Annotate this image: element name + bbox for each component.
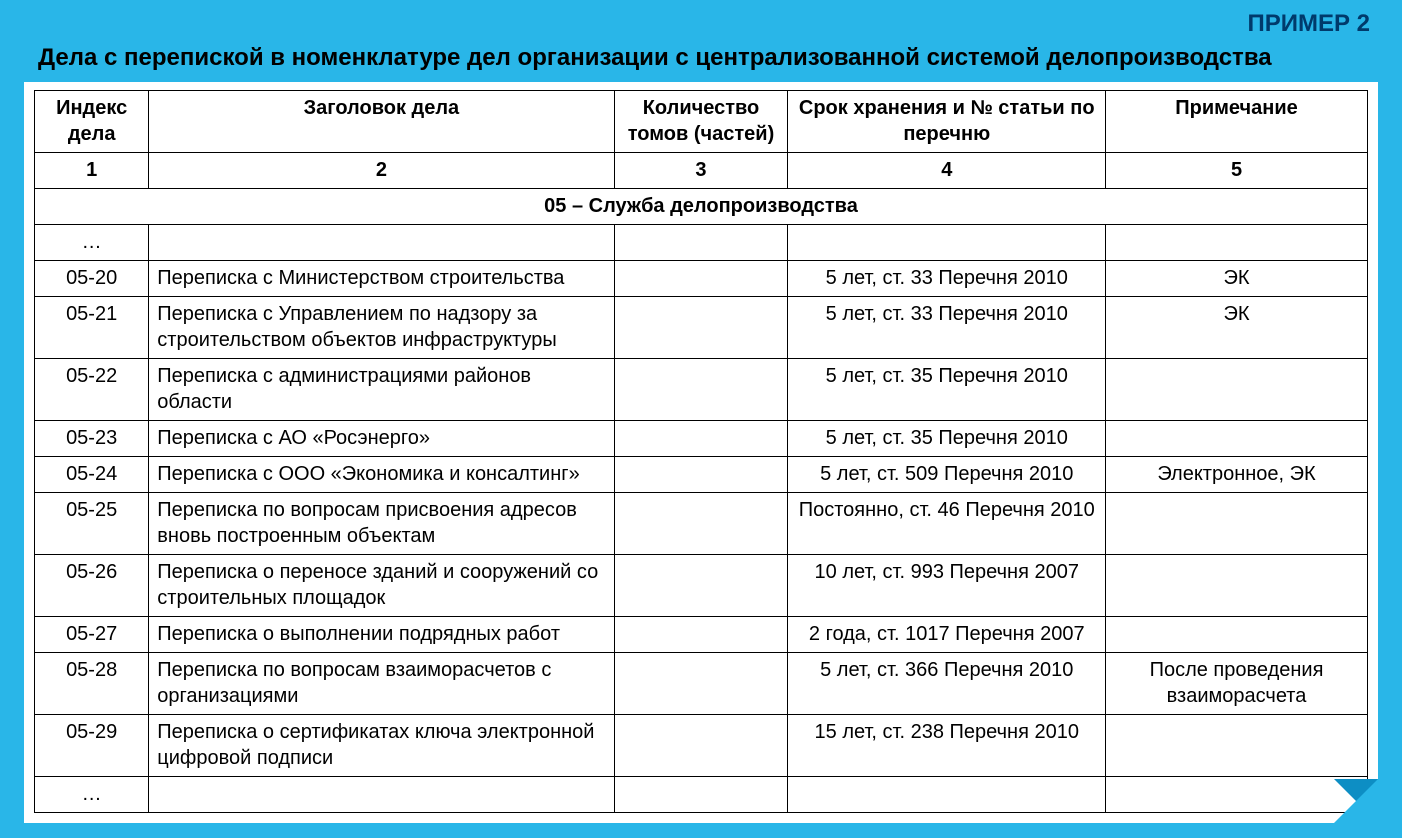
table-number-row: 1 2 3 4 5 [35,153,1368,189]
table-row: 05-28Переписка по вопросам взаиморасчето… [35,653,1368,715]
cell-term: 15 лет, ст. 238 Перечня 2010 [788,715,1106,777]
table-row: 05-27Переписка о выполнении подрядных ра… [35,617,1368,653]
page-corner-cut [1334,779,1378,823]
cell-note [1106,421,1368,457]
colnum-1: 1 [35,153,149,189]
colnum-4: 4 [788,153,1106,189]
cell-volumes [614,457,788,493]
cell-title: Переписка по вопросам присвоения адресов… [149,493,614,555]
cell-volumes [614,297,788,359]
section-title: 05 – Служба делопроизводства [35,189,1368,225]
cell-volumes [614,493,788,555]
cell-note: Электронное, ЭК [1106,457,1368,493]
cell-title: Переписка по вопросам взаиморасчетов с о… [149,653,614,715]
cell-index: 05-23 [35,421,149,457]
cell-note: После проведения взаиморасчета [1106,653,1368,715]
cell-title: Переписка о сертификатах ключа электронн… [149,715,614,777]
table-body: 05 – Служба делопроизводства … 05-20Пере… [35,189,1368,813]
cell-volumes [614,261,788,297]
table-row: 05-21Переписка с Управлением по надзору … [35,297,1368,359]
cell-index: 05-24 [35,457,149,493]
cell-term: Постоянно, ст. 46 Перечня 2010 [788,493,1106,555]
cell-volumes [614,555,788,617]
cell-volumes [614,359,788,421]
ellipsis-row: … [35,225,1368,261]
cell-title: Переписка о переносе зданий и сооружений… [149,555,614,617]
cell-term: 5 лет, ст. 509 Перечня 2010 [788,457,1106,493]
cell-title: Переписка с АО «Росэнерго» [149,421,614,457]
cell-title: Переписка с ООО «Экономика и консалтинг» [149,457,614,493]
nomenclature-table: Индекс дела Заголовок дела Количество то… [34,90,1368,813]
col-note: Примечание [1106,91,1368,153]
col-index: Индекс дела [35,91,149,153]
table-row: 05-26Переписка о переносе зданий и соору… [35,555,1368,617]
cell-note [1106,715,1368,777]
colnum-5: 5 [1106,153,1368,189]
colnum-3: 3 [614,153,788,189]
cell-note: ЭК [1106,297,1368,359]
cell-title: Переписка с администрациями районов обла… [149,359,614,421]
example-tag: ПРИМЕР 2 [24,10,1378,38]
cell-title: Переписка о выполнении подрядных работ [149,617,614,653]
cell-index: 05-28 [35,653,149,715]
page-container: ПРИМЕР 2 Дела с перепиской в номенклатур… [0,0,1402,838]
cell-title: Переписка с Министерством строительства [149,261,614,297]
table-row: 05-24Переписка с ООО «Экономика и консал… [35,457,1368,493]
section-row: 05 – Служба делопроизводства [35,189,1368,225]
colnum-2: 2 [149,153,614,189]
cell-term: 5 лет, ст. 35 Перечня 2010 [788,359,1106,421]
page-corner [1334,779,1378,823]
cell-note: ЭК [1106,261,1368,297]
cell-volumes [614,715,788,777]
cell-note [1106,359,1368,421]
cell-index: 05-29 [35,715,149,777]
col-term: Срок хранения и № статьи по перечню [788,91,1106,153]
table-row: 05-29Переписка о сертификатах ключа элек… [35,715,1368,777]
cell-index: 05-27 [35,617,149,653]
table-panel: Индекс дела Заголовок дела Количество то… [24,82,1378,823]
ellipsis-cell: … [35,777,149,813]
col-volumes: Количество томов (частей) [614,91,788,153]
cell-term: 5 лет, ст. 366 Перечня 2010 [788,653,1106,715]
ellipsis-row: … [35,777,1368,813]
table-row: 05-22Переписка с администрациями районов… [35,359,1368,421]
cell-volumes [614,421,788,457]
cell-term: 5 лет, ст. 33 Перечня 2010 [788,297,1106,359]
cell-term: 2 года, ст. 1017 Перечня 2007 [788,617,1106,653]
cell-note [1106,617,1368,653]
cell-index: 05-26 [35,555,149,617]
cell-title: Переписка с Управлением по надзору за ст… [149,297,614,359]
ellipsis-cell: … [35,225,149,261]
table-row: 05-25Переписка по вопросам присвоения ад… [35,493,1368,555]
cell-note [1106,493,1368,555]
cell-term: 10 лет, ст. 993 Перечня 2007 [788,555,1106,617]
table-header-row: Индекс дела Заголовок дела Количество то… [35,91,1368,153]
cell-index: 05-20 [35,261,149,297]
cell-volumes [614,617,788,653]
cell-index: 05-21 [35,297,149,359]
table-row: 05-23Переписка с АО «Росэнерго» 5 лет, ст… [35,421,1368,457]
cell-term: 5 лет, ст. 33 Перечня 2010 [788,261,1106,297]
cell-note [1106,555,1368,617]
table-row: 05-20Переписка с Министерством строитель… [35,261,1368,297]
col-title: Заголовок дела [149,91,614,153]
cell-index: 05-22 [35,359,149,421]
cell-term: 5 лет, ст. 35 Перечня 2010 [788,421,1106,457]
cell-volumes [614,653,788,715]
cell-index: 05-25 [35,493,149,555]
page-title: Дела с перепиской в номенклатуре дел орг… [38,44,1378,72]
